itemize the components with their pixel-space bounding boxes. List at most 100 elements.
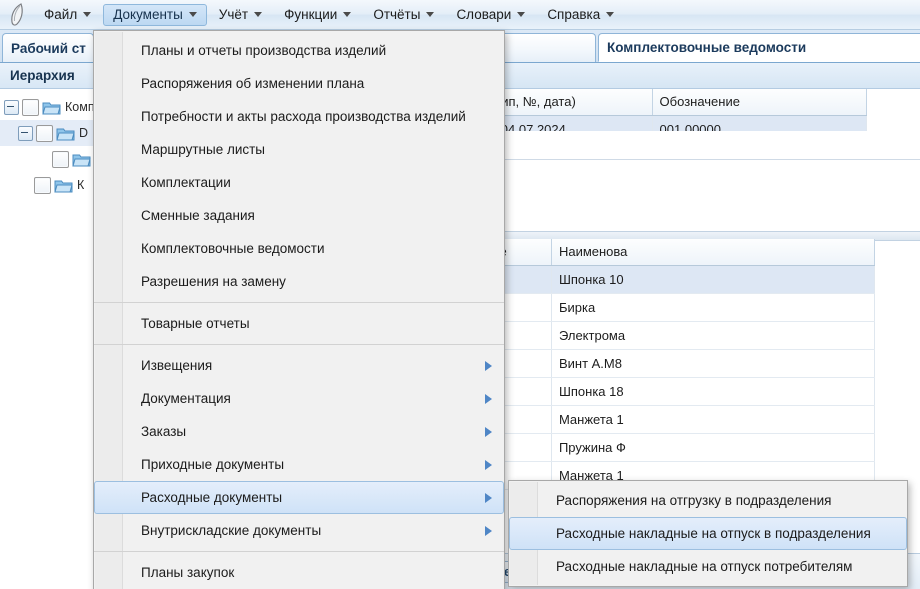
menu-item-label: Расходные накладные на отпуск потребител…	[556, 559, 853, 574]
menu-item-label: Планы и отчеты производства изделий	[141, 43, 387, 58]
tab-picking-lists-label: Комплектовочные ведомости	[607, 40, 807, 55]
menu-item-label: Комплектации	[141, 175, 231, 190]
chevron-down-icon	[83, 12, 92, 17]
menu-item-label: Комплектовочные ведомости	[141, 241, 325, 256]
menu-item-notices[interactable]: Извещения	[94, 349, 504, 382]
checkbox[interactable]	[36, 124, 53, 142]
menu-documents[interactable]: Документы	[103, 3, 207, 26]
submenu-item-outgoing-invoices-to-customers[interactable]: Расходные накладные на отпуск потребител…	[509, 550, 907, 583]
menu-functions[interactable]: Функции	[274, 4, 361, 26]
menu-item-label: Извещения	[141, 358, 213, 373]
menu-accounting[interactable]: Учёт	[209, 4, 272, 26]
menu-item-label: Расходные документы	[141, 490, 283, 505]
menu-item-documentation[interactable]: Документация	[94, 382, 504, 415]
collapse-icon[interactable]	[18, 125, 33, 141]
menu-reports[interactable]: Отчёты	[363, 4, 444, 26]
menu-accounting-label: Учёт	[218, 7, 249, 22]
chevron-down-icon	[606, 12, 615, 17]
tab-desktop[interactable]: Рабочий ст	[2, 33, 94, 62]
menu-item-shift-tasks[interactable]: Сменные задания	[94, 199, 504, 232]
menu-item-route-sheets[interactable]: Маршрутные листы	[94, 133, 504, 166]
table-cell: 001.00000	[652, 115, 868, 131]
table-cell: Винт А.М8	[551, 349, 876, 378]
menu-item-label: Товарные отчеты	[141, 316, 250, 331]
menu-file-label: Файл	[44, 7, 78, 22]
table-cell: Манжета 1	[551, 405, 876, 434]
table-cell: Электрома	[551, 321, 876, 350]
folder-icon	[56, 126, 75, 141]
folder-icon	[54, 178, 73, 193]
tab-picking-lists[interactable]: Комплектовочные ведомости	[598, 33, 920, 62]
menu-help-label: Справка	[547, 7, 601, 22]
collapse-icon[interactable]	[4, 99, 19, 115]
menu-item-label: Потребности и акты расхода производства …	[141, 109, 466, 124]
submenu-item-shipping-orders-to-divisions[interactable]: Распоряжения на отгрузку в подразделения	[509, 484, 907, 517]
chevron-down-icon	[517, 12, 526, 17]
chevron-right-icon	[485, 393, 492, 404]
menu-item-intrawarehouse-documents[interactable]: Внутрискладские документы	[94, 514, 504, 547]
submenu-item-outgoing-invoices-to-divisions[interactable]: Расходные накладные на отпуск в подразде…	[509, 517, 907, 550]
menu-item-label: Расходные накладные на отпуск в подразде…	[556, 526, 871, 541]
menu-item-label: Распоряжения на отгрузку в подразделения	[556, 493, 832, 508]
checkbox[interactable]	[34, 176, 51, 194]
feather-pen-icon	[3, 1, 33, 29]
column-header[interactable]: Обозначение	[652, 89, 868, 116]
table-cell: Пружина Ф	[551, 433, 876, 462]
menu-item-label: Заказы	[141, 424, 187, 439]
tree-item[interactable]: К	[0, 172, 125, 198]
chevron-down-icon	[343, 12, 352, 17]
menu-item-label: Внутрискладские документы	[141, 523, 322, 538]
menu-item-label: Приходные документы	[141, 457, 285, 472]
tree-item[interactable]: Комп	[0, 94, 125, 120]
menu-item-plan-change-orders[interactable]: Распоряжения об изменении плана	[94, 67, 504, 100]
tree-item-label: D	[79, 126, 89, 140]
checkbox[interactable]	[22, 98, 39, 116]
menu-separator	[94, 344, 504, 345]
menu-separator	[94, 302, 504, 303]
folder-icon	[42, 100, 61, 115]
documents-dropdown-menu: Планы и отчеты производства изделий Расп…	[93, 30, 505, 589]
chevron-right-icon	[485, 360, 492, 371]
menu-item-label: Документация	[141, 391, 231, 406]
menu-item-picking-lists[interactable]: Комплектовочные ведомости	[94, 232, 504, 265]
menu-item-replacement-permits[interactable]: Разрешения на замену	[94, 265, 504, 298]
table-cell: Шпонка 10	[551, 265, 876, 294]
menu-item-production-plans-reports[interactable]: Планы и отчеты производства изделий	[94, 34, 504, 67]
checkbox[interactable]	[52, 150, 69, 168]
table-cell: Бирка	[551, 293, 876, 322]
menu-item-label: Маршрутные листы	[141, 142, 266, 157]
menu-item-label: Планы закупок	[141, 565, 235, 580]
menu-separator	[94, 551, 504, 552]
menu-dictionaries-label: Словари	[456, 7, 512, 22]
menu-item-kitting[interactable]: Комплектации	[94, 166, 504, 199]
outgoing-documents-submenu: Распоряжения на отгрузку в подразделения…	[508, 480, 908, 587]
column-header[interactable]: Наименова	[551, 239, 876, 266]
chevron-right-icon	[485, 492, 492, 503]
chevron-down-icon	[426, 12, 435, 17]
menu-item-outgoing-documents[interactable]: Расходные документы	[94, 481, 504, 514]
menu-file[interactable]: Файл	[34, 4, 101, 26]
menu-documents-label: Документы	[113, 7, 183, 22]
menu-item-commodity-reports[interactable]: Товарные отчеты	[94, 307, 504, 340]
tree-indent-spacer	[36, 153, 49, 166]
tree-item-label: Комп	[65, 100, 95, 114]
menu-help[interactable]: Справка	[537, 4, 624, 26]
menu-item-orders[interactable]: Заказы	[94, 415, 504, 448]
chevron-down-icon	[188, 12, 197, 17]
menu-item-needs-and-consumption-acts[interactable]: Потребности и акты расхода производства …	[94, 100, 504, 133]
table-cell: Шпонка 18	[551, 377, 876, 406]
folder-icon	[72, 152, 91, 167]
menu-dictionaries[interactable]: Словари	[446, 4, 535, 26]
menu-item-procurement-plans[interactable]: Планы закупок	[94, 556, 504, 589]
menu-functions-label: Функции	[284, 7, 338, 22]
tree-indent-spacer	[18, 179, 31, 192]
menu-item-label: Разрешения на замену	[141, 274, 286, 289]
tab-desktop-label: Рабочий ст	[11, 40, 86, 56]
menu-item-incoming-documents[interactable]: Приходные документы	[94, 448, 504, 481]
chevron-right-icon	[485, 459, 492, 470]
menu-bar: Файл Документы Учёт Функции Отчёты Слова…	[0, 0, 920, 30]
tree-item-label: К	[77, 178, 85, 192]
tree-item[interactable]	[0, 146, 125, 172]
menu-reports-label: Отчёты	[373, 7, 421, 22]
